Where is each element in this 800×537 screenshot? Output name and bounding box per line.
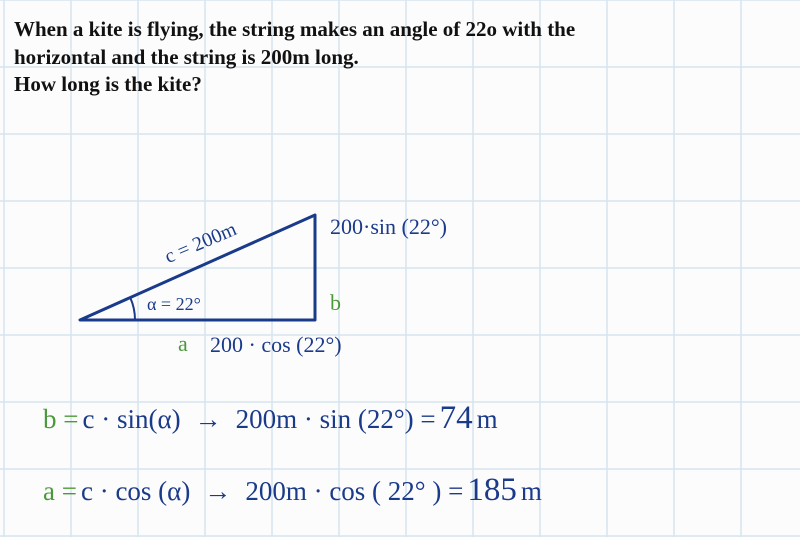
eq2-lhs: a =	[43, 476, 77, 506]
eq1-arrow-icon: →	[185, 404, 232, 434]
eq1-mid: c · sin(α)	[82, 404, 180, 434]
eq2-unit: m	[521, 476, 542, 506]
page-content: When a kite is flying, the string makes …	[0, 0, 800, 537]
eq2-rhs: 200m · cos ( 22° ) =	[245, 476, 463, 506]
side-a-label: a	[178, 331, 188, 357]
side-b-label: b	[330, 290, 341, 316]
side-b-calc: 200·sin (22°)	[330, 214, 447, 240]
eq1-lhs: b =	[43, 404, 78, 434]
eq2-mid: c · cos (α)	[81, 476, 190, 506]
side-a-calc: 200 · cos (22°)	[210, 332, 342, 358]
eq2-arrow-icon: →	[194, 476, 241, 506]
angle-alpha-label: α = 22°	[147, 294, 201, 315]
eq1-unit: m	[477, 404, 498, 434]
equation-b: b = c · sin(α) → 200m · sin (22°) = 74 m	[43, 400, 498, 437]
eq2-result: 185	[467, 472, 517, 508]
eq1-result: 74	[440, 400, 473, 436]
triangle-diagram	[0, 0, 800, 537]
eq1-rhs: 200m · sin (22°) =	[236, 404, 436, 434]
equation-a: a = c · cos (α) → 200m · cos ( 22° ) = 1…	[43, 472, 542, 509]
